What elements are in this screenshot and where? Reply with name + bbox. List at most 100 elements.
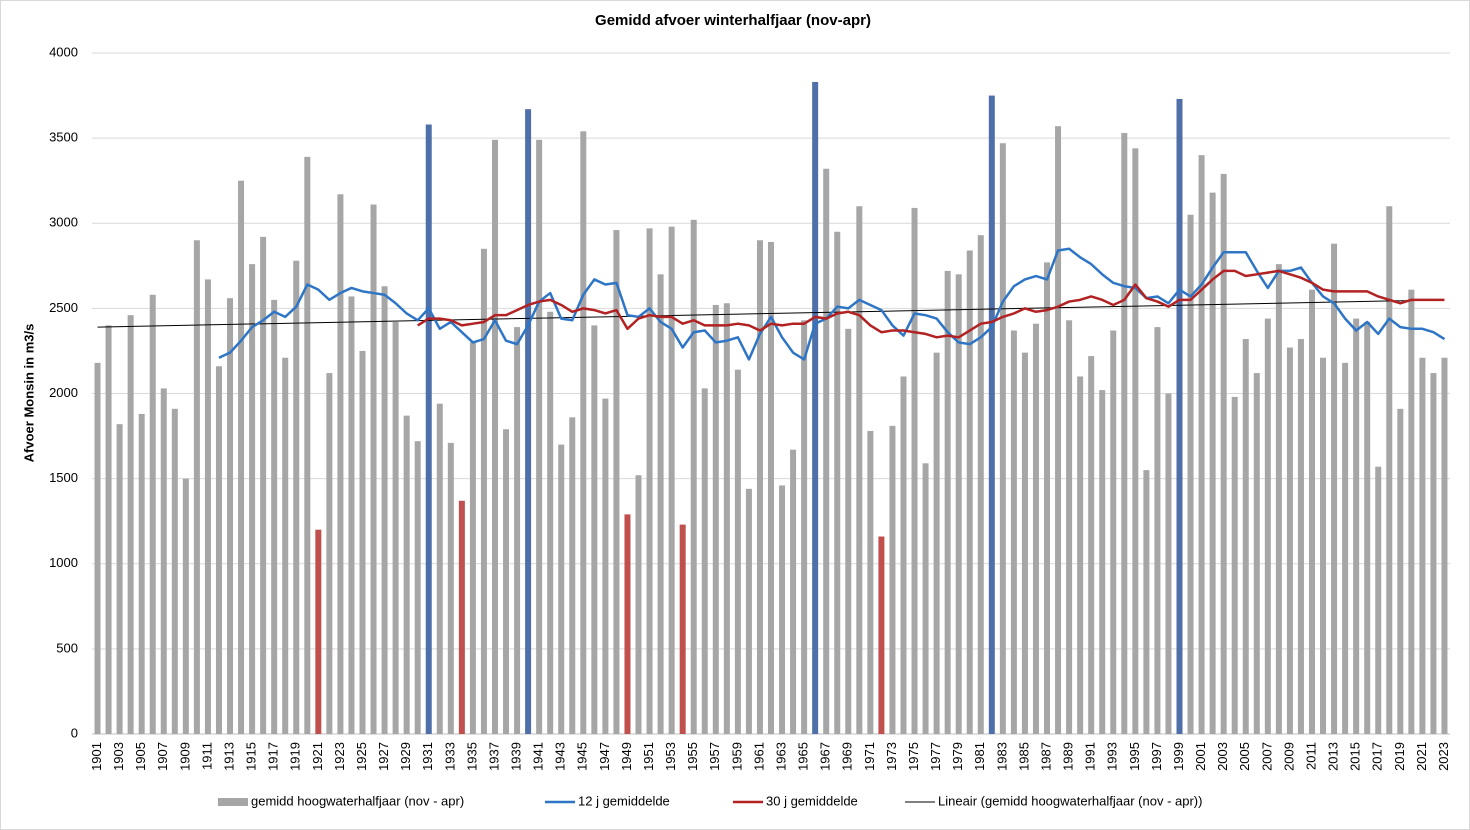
y-tick-label: 2000 xyxy=(49,385,78,400)
x-tick-label: 2013 xyxy=(1326,742,1341,771)
x-tick-label: 1927 xyxy=(376,742,391,771)
bar xyxy=(436,403,443,734)
y-tick-label: 2500 xyxy=(49,300,78,315)
bar xyxy=(779,485,786,734)
bar xyxy=(293,260,300,734)
bar xyxy=(171,408,178,734)
bar xyxy=(536,139,543,734)
bar xyxy=(1132,148,1139,735)
x-tick-label: 2001 xyxy=(1193,742,1208,771)
bar xyxy=(756,240,763,734)
bar xyxy=(1286,347,1293,734)
y-tick-label: 500 xyxy=(56,640,78,655)
bar xyxy=(1066,320,1073,734)
bar xyxy=(1297,339,1304,734)
bar xyxy=(646,228,653,735)
x-tick-label: 1975 xyxy=(906,742,921,771)
bar xyxy=(889,425,896,734)
bar xyxy=(668,226,675,734)
x-tick-label: 1901 xyxy=(89,742,104,771)
bar xyxy=(1220,173,1227,734)
x-tick-label: 1911 xyxy=(199,742,214,770)
x-tick-label: 1979 xyxy=(950,742,965,771)
bar xyxy=(271,299,278,734)
bar xyxy=(1010,330,1017,734)
bar xyxy=(1198,155,1205,734)
x-tick-label: 2015 xyxy=(1348,742,1363,771)
bar xyxy=(1209,192,1216,735)
bar xyxy=(1055,126,1062,734)
bar xyxy=(1364,321,1371,734)
x-tick-label: 2017 xyxy=(1370,742,1385,771)
x-tick-label: 1907 xyxy=(155,742,170,771)
x-tick-label: 1933 xyxy=(442,742,457,771)
bar xyxy=(480,248,487,734)
bar xyxy=(1176,98,1183,734)
bar xyxy=(547,311,554,734)
bar xyxy=(447,442,454,734)
bar xyxy=(227,298,234,734)
bar xyxy=(966,250,973,735)
bar xyxy=(1154,327,1161,734)
x-tick-label: 1957 xyxy=(707,742,722,771)
y-tick-label: 1000 xyxy=(49,555,78,570)
bar xyxy=(558,444,565,734)
bar xyxy=(712,304,719,734)
x-tick-label: 1915 xyxy=(244,742,259,771)
x-tick-label: 1955 xyxy=(685,742,700,771)
x-tick-label: 1941 xyxy=(531,742,546,771)
x-tick-label: 1905 xyxy=(133,742,148,771)
x-tick-label: 1967 xyxy=(818,742,833,771)
legend-label: 12 j gemiddelde xyxy=(578,793,670,808)
x-tick-label: 1945 xyxy=(575,742,590,771)
bar xyxy=(801,320,808,734)
bar xyxy=(635,475,642,734)
chart-title: Gemidd afvoer winterhalfjaar (nov-apr) xyxy=(595,12,871,29)
y-tick-label: 4000 xyxy=(49,44,78,59)
bar xyxy=(856,206,863,735)
bar xyxy=(116,424,123,734)
bar xyxy=(315,529,322,734)
bar xyxy=(1308,289,1315,734)
x-tick-label: 1961 xyxy=(751,742,766,771)
x-tick-label: 1989 xyxy=(1061,742,1076,771)
bar xyxy=(204,279,211,734)
bar xyxy=(514,327,521,734)
x-tick-label: 2007 xyxy=(1259,742,1274,771)
x-tick-label: 1999 xyxy=(1171,742,1186,771)
bar xyxy=(160,388,167,734)
bar xyxy=(326,373,333,734)
bar xyxy=(1275,264,1282,734)
x-tick-label: 1931 xyxy=(420,742,435,771)
x-tick-label: 1913 xyxy=(221,742,236,771)
bar xyxy=(403,415,410,734)
bar xyxy=(1099,390,1106,734)
bar xyxy=(94,362,101,734)
bar xyxy=(370,204,377,734)
x-tick-label: 2005 xyxy=(1237,742,1252,771)
bar xyxy=(690,219,697,735)
bar xyxy=(1353,318,1360,734)
bar xyxy=(182,478,189,734)
bar xyxy=(867,430,874,734)
y-tick-label: 3500 xyxy=(49,130,78,145)
bar xyxy=(138,413,145,734)
x-tick-label: 1977 xyxy=(928,742,943,771)
bar xyxy=(701,388,708,734)
bar xyxy=(249,264,256,734)
bar xyxy=(215,366,222,734)
bar xyxy=(1320,357,1327,734)
bar xyxy=(734,369,741,734)
x-tick-label: 2019 xyxy=(1392,742,1407,771)
bar xyxy=(238,180,245,734)
x-tick-label: 1983 xyxy=(994,742,1009,771)
bar xyxy=(933,352,940,734)
x-tick-label: 1965 xyxy=(796,742,811,771)
x-tick-label: 1909 xyxy=(177,742,192,771)
bar xyxy=(1077,376,1084,734)
bar xyxy=(790,449,797,734)
bar xyxy=(900,376,907,734)
bar xyxy=(381,286,388,734)
trend-line xyxy=(97,299,1445,328)
